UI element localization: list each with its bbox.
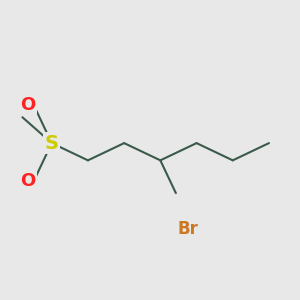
Text: Br: Br bbox=[178, 220, 198, 238]
Text: O: O bbox=[20, 96, 35, 114]
Text: S: S bbox=[45, 134, 59, 153]
Text: O: O bbox=[20, 172, 35, 190]
